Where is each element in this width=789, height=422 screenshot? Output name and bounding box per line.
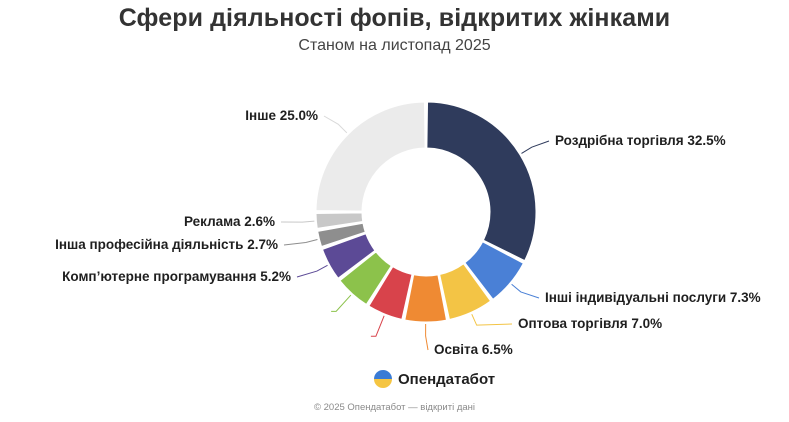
slice-label-6: Комп’ютерне програмування 5.2% [62, 269, 291, 284]
leader-line-6 [296, 264, 328, 278]
chart-title: Сфери діяльності фопів, відкритих жінкам… [118, 4, 671, 32]
slice-label-7: Інша професійна діяльність 2.7% [55, 237, 278, 252]
leader-line-4 [370, 315, 385, 337]
slice-label-1: Інші індивідуальні послуги 7.3% [545, 290, 761, 305]
leader-lines [280, 115, 550, 351]
donut-slice-1[interactable] [464, 241, 524, 300]
donut-slice-8[interactable] [315, 212, 364, 229]
slice-label-8: Реклама 2.6% [184, 214, 275, 229]
footer-copyright: © 2025 Опендатабот — відкриті дані [314, 402, 475, 413]
leader-line-2 [471, 314, 513, 326]
brand-name: Опендатабот [398, 370, 496, 388]
donut-slices [315, 101, 537, 323]
leader-line-3 [425, 323, 429, 351]
donut-slice-6[interactable] [321, 233, 376, 279]
donut-slice-7[interactable] [317, 222, 366, 248]
slice-label-9: Інше 25.0% [245, 108, 318, 123]
donut-slice-2[interactable] [439, 263, 492, 321]
leader-line-5 [331, 294, 352, 312]
opendatabot-logo-icon [374, 370, 392, 388]
leader-line-8 [280, 220, 315, 223]
leader-line-1 [511, 283, 540, 299]
slice-label-0: Роздрібна торгівля 32.5% [555, 133, 726, 148]
donut-slice-9[interactable] [315, 101, 426, 212]
leader-line-0 [521, 140, 550, 154]
leader-line-7 [283, 239, 318, 246]
donut-slice-4[interactable] [368, 266, 413, 320]
slice-label-3: Освіта 6.5% [434, 342, 513, 357]
slice-labels: Роздрібна торгівля 32.5% Інші індивідуаль… [55, 108, 761, 357]
brand[interactable]: Опендатабот [374, 368, 495, 390]
donut-slice-5[interactable] [339, 251, 392, 306]
donut-slice-0[interactable] [426, 101, 537, 262]
slice-label-2: Оптова торгівля 7.0% [518, 316, 662, 331]
chart-subtitle: Станом на листопад 2025 [298, 37, 491, 54]
donut-slice-3[interactable] [404, 274, 448, 323]
leader-line-9 [323, 115, 348, 134]
